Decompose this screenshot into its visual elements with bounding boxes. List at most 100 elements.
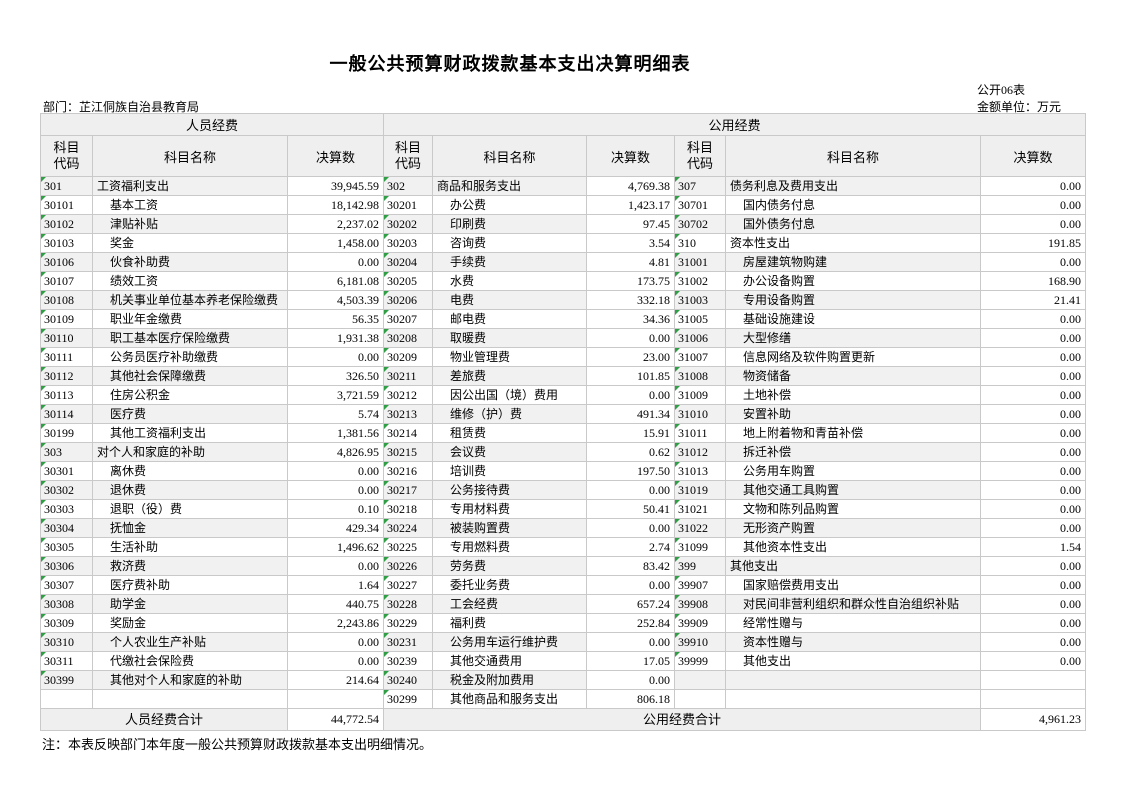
amount-cell: 39,945.59: [287, 176, 384, 196]
subject-code-cell: 30240: [383, 670, 433, 690]
amount-cell: 173.75: [586, 271, 675, 291]
amount-cell: 0.00: [287, 480, 384, 500]
text-format-flag-icon: [41, 215, 46, 220]
amount-cell: 0.00: [979, 518, 1087, 538]
amount-cell: 5.74: [287, 404, 384, 424]
text-format-flag-icon: [675, 367, 680, 372]
subject-code-cell: 30217: [383, 480, 433, 500]
amount-cell: 0.00: [287, 347, 384, 367]
text-format-flag-icon: [675, 652, 680, 657]
table-row: 30111 公务员医疗补助缴费 0.00 30209 物业管理费 23.00 31007 信息…: [40, 347, 1087, 367]
text-format-flag-icon: [41, 519, 46, 524]
subject-code-cell: 30211: [383, 366, 433, 386]
amount-cell: [979, 670, 1087, 690]
amount-cell: 657.24: [586, 594, 675, 614]
subject-code-cell: 31010: [674, 404, 726, 424]
text-format-flag-icon: [384, 462, 389, 467]
subject-name-cell: 其他对个人和家庭的补助: [92, 670, 288, 690]
text-format-flag-icon: [384, 690, 389, 695]
public-total-value: 4,961.23: [979, 708, 1087, 731]
subject-code-cell: 39908: [674, 594, 726, 614]
text-format-flag-icon: [675, 443, 680, 448]
subject-name-cell: 印刷费: [432, 214, 587, 234]
subject-name-cell: 办公费: [432, 195, 587, 215]
subject-name-cell: 其他交通费用: [432, 651, 587, 671]
subject-name-cell: 差旅费: [432, 366, 587, 386]
table-row: 30309 奖励金 2,243.86 30229 福利费 252.84 39909 经常性赠与…: [40, 613, 1087, 633]
col-header-subject-name: 科目名称: [92, 135, 288, 177]
subject-name-cell: 土地补偿: [725, 385, 981, 405]
subject-code-cell: 31008: [674, 366, 726, 386]
subject-code-cell: 39909: [674, 613, 726, 633]
subject-name-cell: 大型修缮: [725, 328, 981, 348]
subject-name-cell: 基础设施建设: [725, 309, 981, 329]
amount-cell: 326.50: [287, 366, 384, 386]
text-format-flag-icon: [384, 196, 389, 201]
subject-code-cell: 30114: [40, 404, 93, 424]
amount-cell: 3,721.59: [287, 385, 384, 405]
public-total-label: 公用经费合计: [383, 708, 981, 731]
text-format-flag-icon: [384, 234, 389, 239]
amount-cell: 50.41: [586, 499, 675, 519]
subject-name-cell: 地上附着物和青苗补偿: [725, 423, 981, 443]
subject-name-cell: 税金及附加费用: [432, 670, 587, 690]
text-format-flag-icon: [41, 481, 46, 486]
subject-code-cell: 30106: [40, 252, 93, 272]
text-format-flag-icon: [675, 614, 680, 619]
table-row: 30107 绩效工资 6,181.08 30205 水费 173.75 31002 办公设备购…: [40, 271, 1087, 291]
subject-code-cell: 31019: [674, 480, 726, 500]
text-format-flag-icon: [675, 215, 680, 220]
subject-code-cell: 30231: [383, 632, 433, 652]
text-format-flag-icon: [41, 177, 46, 182]
text-format-flag-icon: [675, 633, 680, 638]
table-row: 30101 基本工资 18,142.98 30201 办公费 1,423.17 30701 国…: [40, 195, 1087, 215]
subject-name-cell: 奖励金: [92, 613, 288, 633]
subject-name-cell: 其他工资福利支出: [92, 423, 288, 443]
amount-unit-label: 金额单位：万元: [977, 100, 1062, 114]
subject-code-cell: 30225: [383, 537, 433, 557]
subject-code-cell: 31013: [674, 461, 726, 481]
amount-cell: 101.85: [586, 366, 675, 386]
subject-code-cell: 30229: [383, 613, 433, 633]
amount-cell: 0.00: [979, 214, 1087, 234]
amount-cell: [287, 689, 384, 709]
budget-detail-table: 人员经费 公用经费 科目代码 科目名称 决算数 科目代码 科目名称 决算数 科目…: [40, 113, 1087, 731]
text-format-flag-icon: [41, 443, 46, 448]
amount-cell: 0.00: [979, 594, 1087, 614]
amount-cell: 0.00: [979, 309, 1087, 329]
text-format-flag-icon: [675, 405, 680, 410]
text-format-flag-icon: [675, 348, 680, 353]
subject-code-cell: 30202: [383, 214, 433, 234]
subject-code-cell: 30215: [383, 442, 433, 462]
text-format-flag-icon: [675, 538, 680, 543]
subject-code-cell: 30212: [383, 385, 433, 405]
col-header-amount: 决算数: [287, 135, 384, 177]
subject-name-cell: 其他支出: [725, 556, 981, 576]
amount-cell: 214.64: [287, 670, 384, 690]
subject-name-cell: 对民间非营利组织和群众性自治组织补贴: [725, 594, 981, 614]
amount-cell: 0.00: [979, 556, 1087, 576]
subject-name-cell: [92, 689, 288, 709]
subject-code-cell: 39907: [674, 575, 726, 595]
table-row: 30304 抚恤金 429.34 30224 被装购置费 0.00 31022 无形资产购置 0…: [40, 518, 1087, 538]
subject-name-cell: 代缴社会保险费: [92, 651, 288, 671]
group-header-row: 人员经费 公用经费: [40, 113, 1087, 136]
text-format-flag-icon: [384, 272, 389, 277]
text-format-flag-icon: [41, 576, 46, 581]
table-row: 30308 助学金 440.75 30228 工会经费 657.24 39908 对民间非营利…: [40, 594, 1087, 614]
amount-cell: 1,458.00: [287, 233, 384, 253]
col-header-subject-name: 科目名称: [725, 135, 981, 177]
amount-cell: 0.00: [979, 366, 1087, 386]
subject-code-cell: 30208: [383, 328, 433, 348]
subject-code-cell: 30213: [383, 404, 433, 424]
amount-cell: 0.00: [979, 575, 1087, 595]
subject-name-cell: 医疗费: [92, 404, 288, 424]
amount-cell: 1,423.17: [586, 195, 675, 215]
subject-name-cell: [725, 689, 981, 709]
amount-cell: 0.00: [586, 575, 675, 595]
subject-code-cell: 30305: [40, 537, 93, 557]
subject-name-cell: [725, 670, 981, 690]
text-format-flag-icon: [675, 310, 680, 315]
subject-code-cell: 30218: [383, 499, 433, 519]
subject-name-cell: 机关事业单位基本养老保险缴费: [92, 290, 288, 310]
